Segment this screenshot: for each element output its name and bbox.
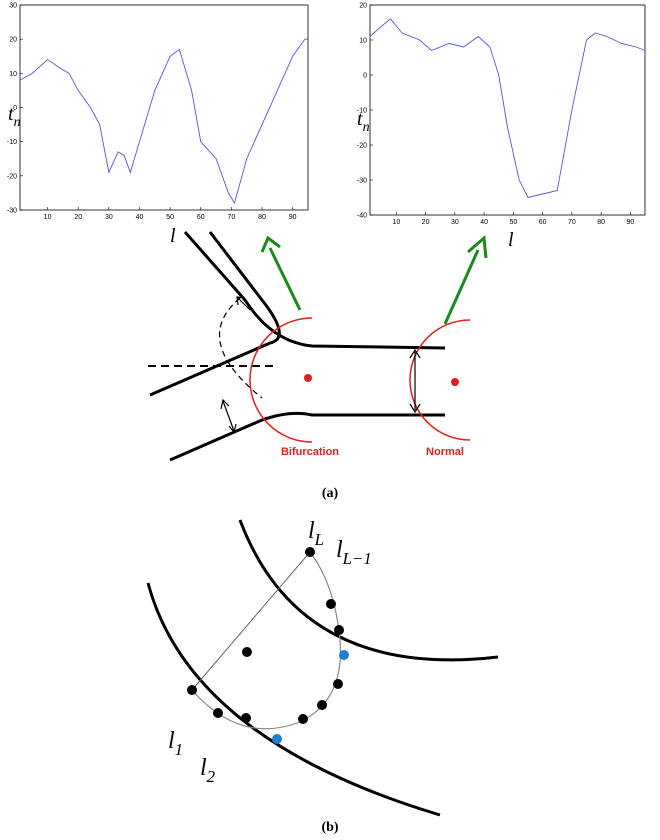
y-tick-label: 10 [359, 38, 367, 45]
sample-points [187, 547, 349, 744]
label-main: l [168, 728, 175, 754]
y-tick-label: 20 [9, 37, 17, 44]
x-tick-label: 20 [422, 219, 430, 226]
x-tick-label: 30 [451, 219, 459, 226]
label-main: t [357, 108, 363, 130]
blue-point [339, 650, 349, 660]
normal-label: Normal [426, 446, 464, 458]
point [242, 647, 252, 657]
x-tick-label: 40 [480, 219, 488, 226]
label-main: l [336, 537, 343, 563]
label-main: l [308, 518, 315, 544]
point [326, 599, 336, 609]
x-tick-label: 70 [568, 219, 576, 226]
center-dot [304, 374, 312, 382]
point [298, 714, 308, 724]
width-arrow [236, 296, 251, 311]
y-tick-label: -20 [357, 143, 367, 150]
point [241, 713, 251, 723]
width-arrow [220, 398, 237, 434]
x-tick-label: 60 [197, 214, 205, 221]
x-tick-label: 80 [597, 219, 605, 226]
label-main: t [8, 103, 14, 125]
center-dot [451, 378, 459, 386]
y-tick-label: -20 [7, 173, 17, 180]
x-tick-label: 90 [626, 219, 634, 226]
y-tick-label: -30 [357, 178, 367, 185]
vessel-wall [149, 231, 281, 397]
point [305, 547, 315, 557]
y-tick-label: 10 [9, 71, 17, 78]
chord [191, 551, 311, 691]
math-label: l2 [200, 755, 216, 786]
point [333, 679, 343, 689]
plot-frame [19, 4, 309, 211]
point [187, 685, 197, 695]
math-label: lL−1 [336, 537, 372, 568]
x-tick-label: 20 [74, 214, 82, 221]
y-tick-label: -10 [7, 139, 17, 146]
line-series [369, 18, 646, 199]
x-tick-label: 90 [289, 214, 297, 221]
point [334, 625, 344, 635]
x-label: l [170, 225, 176, 247]
x-tick-label: 60 [539, 219, 547, 226]
label-sub: n [14, 115, 21, 130]
y-tick-label: -40 [357, 213, 367, 220]
y-tick-label: 0 [13, 105, 17, 112]
width-arrow [409, 348, 421, 414]
blue-point [272, 734, 282, 744]
x-tick-label: 10 [44, 214, 52, 221]
vessel-wall [169, 411, 445, 462]
y-tick-label: -10 [357, 108, 367, 115]
math-label: lL [308, 518, 324, 549]
x-tick-label: 10 [392, 219, 400, 226]
label-sub: 2 [207, 767, 216, 786]
x-label: l [508, 229, 514, 251]
point [213, 708, 223, 718]
label-sub: L [314, 530, 324, 549]
math-label: l1 [168, 728, 183, 759]
red-arc [409, 319, 471, 441]
x-tick-label: 70 [228, 214, 236, 221]
boundary [146, 582, 441, 817]
x-tick-label: 30 [105, 214, 113, 221]
line-series [19, 38, 308, 205]
label-sub: 1 [175, 740, 183, 759]
green-arrow [260, 235, 302, 311]
y-tick-label: 20 [359, 3, 367, 10]
bifurcation-label: Bifurcation [281, 446, 339, 458]
green-arrow [443, 234, 488, 325]
label-sub: L−1 [342, 549, 372, 568]
boundary [238, 519, 499, 662]
math-label: tn [8, 103, 21, 130]
sample-arc [191, 551, 342, 730]
point [317, 700, 327, 710]
y-tick-label: -30 [7, 208, 17, 215]
vessel-diagram [148, 231, 488, 462]
dashed-arc [218, 297, 263, 399]
math-label: tn [357, 108, 370, 135]
caption: (a) [322, 486, 339, 501]
x-tick-label: 40 [136, 214, 144, 221]
label-sub: n [363, 120, 370, 135]
x-tick-label: 50 [509, 219, 517, 226]
x-tick-label: 50 [166, 214, 174, 221]
red-arc [249, 317, 313, 443]
vessel-wall [183, 231, 446, 350]
y-tick-label: 0 [363, 73, 367, 80]
x-tick-label: 80 [258, 214, 266, 221]
label-main: l [200, 755, 207, 781]
caption: (b) [321, 820, 338, 835]
y-tick-label: 30 [9, 3, 17, 10]
